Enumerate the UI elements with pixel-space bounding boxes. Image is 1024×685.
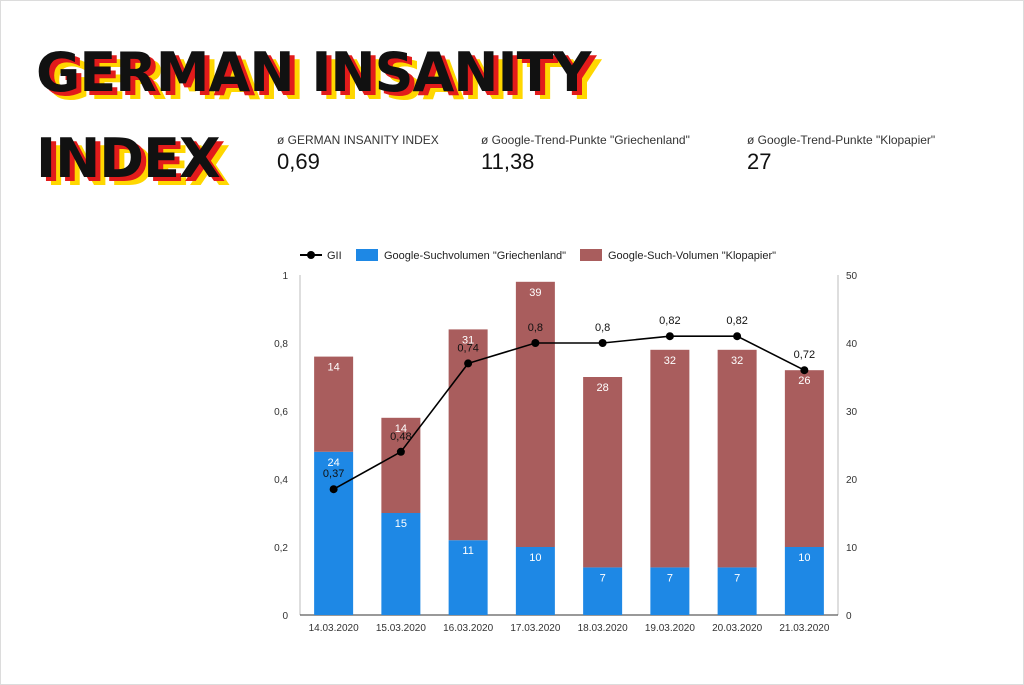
title-shadow-yellow: GERMAN INSANITY — [46, 49, 602, 112]
bar-data-label: 15 — [395, 518, 407, 530]
gii-point — [329, 485, 338, 494]
kpi-value: 0,69 — [277, 149, 320, 174]
x-tick-label: 20.03.2020 — [712, 623, 762, 634]
gii-point — [800, 366, 809, 375]
x-tick-label: 15.03.2020 — [376, 623, 426, 634]
y-right-tick-label: 0 — [846, 611, 852, 622]
x-tick-label: 17.03.2020 — [510, 623, 560, 634]
bar-data-label: 31 — [462, 334, 474, 346]
bar-data-label: 32 — [731, 355, 743, 367]
bar-data-label: 7 — [600, 572, 606, 584]
bar-griechenland — [381, 513, 421, 615]
gii-data-label: 0,37 — [323, 468, 344, 480]
bar-griechenland — [314, 451, 354, 615]
bar-data-label: 26 — [798, 375, 810, 387]
bar-klopapier — [515, 281, 555, 547]
y-right-tick-label: 50 — [846, 271, 858, 282]
title-line-2: INDEX INDEX INDEX — [36, 116, 736, 202]
title-shadow-yellow: INDEX — [46, 135, 231, 198]
legend-label-gii: GII — [327, 250, 342, 262]
x-tick-label: 21.03.2020 — [779, 623, 829, 634]
bar-griechenland — [784, 547, 824, 615]
y-right-tick-label: 20 — [846, 475, 858, 486]
gii-data-label: 0,8 — [528, 322, 543, 334]
gii-data-label: 0,74 — [457, 342, 478, 354]
bar-klopapier — [717, 349, 757, 568]
bar-data-label: 14 — [328, 362, 340, 374]
legend-swatch-griechenland — [356, 249, 378, 261]
kpi-gii: ø GERMAN INSANITY INDEX 0,69 — [277, 133, 439, 175]
bar-griechenland — [448, 540, 488, 615]
bar-klopapier — [784, 370, 824, 547]
bar-griechenland — [583, 567, 623, 615]
bar-data-label: 24 — [328, 457, 340, 469]
bar-data-label: 7 — [734, 572, 740, 584]
bar-data-label: 10 — [529, 552, 541, 564]
bar-data-label: 10 — [798, 552, 810, 564]
gii-point — [396, 447, 405, 456]
y-right-tick-label: 10 — [846, 543, 858, 554]
gii-data-label: 0,48 — [390, 431, 411, 443]
legend-swatch-klopapier — [580, 249, 602, 261]
y-left-tick-label: 0,4 — [274, 475, 288, 486]
report-title: GERMAN INSANITY GERMAN INSANITY GERMAN I… — [36, 30, 736, 202]
bar-data-label: 7 — [667, 572, 673, 584]
y-right-tick-label: 40 — [846, 339, 858, 350]
kpi-value: 11,38 — [481, 149, 535, 174]
bar-klopapier — [583, 377, 623, 568]
kpi-klopapier: ø Google-Trend-Punkte "Klopapier" 27 — [747, 133, 935, 175]
gii-line — [333, 335, 805, 490]
y-right-tick-label: 30 — [846, 407, 858, 418]
bar-data-label: 28 — [597, 382, 609, 394]
kpi-griechenland: ø Google-Trend-Punkte "Griechenland" 11,… — [481, 133, 690, 175]
y-left-tick-label: 1 — [282, 271, 288, 282]
y-left-tick-label: 0 — [282, 611, 288, 622]
gii-point — [598, 339, 607, 347]
title-line-1: GERMAN INSANITY GERMAN INSANITY GERMAN I… — [36, 30, 736, 116]
title-shadow-red: GERMAN INSANITY — [41, 45, 597, 108]
gii-point — [665, 332, 674, 341]
bar-data-label: 39 — [529, 287, 541, 299]
gii-data-label: 0,72 — [794, 349, 815, 361]
gii-data-label: 0,82 — [659, 315, 680, 327]
bar-data-label: 11 — [462, 545, 473, 557]
bar-data-label: 32 — [664, 355, 676, 367]
title-shadow-red: INDEX — [41, 131, 226, 194]
bar-klopapier — [650, 349, 690, 568]
bar-data-label: 14 — [395, 423, 407, 435]
legend-gii-marker-icon — [307, 251, 315, 259]
kpi-label: ø Google-Trend-Punkte "Klopapier" — [747, 133, 936, 147]
x-tick-label: 16.03.2020 — [443, 623, 493, 634]
title-text: INDEX — [36, 127, 221, 190]
legend-label-griechenland: Google-Suchvolumen "Griechenland" — [384, 250, 566, 262]
bar-klopapier — [314, 356, 354, 452]
title-text: GERMAN INSANITY — [36, 41, 592, 104]
bar-griechenland — [717, 567, 757, 615]
gii-data-label: 0,8 — [595, 322, 610, 334]
kpi-value: 27 — [747, 149, 772, 174]
legend-label-klopapier: Google-Such-Volumen "Klopapier" — [608, 250, 776, 262]
x-tick-label: 19.03.2020 — [645, 623, 695, 634]
y-left-tick-label: 0,8 — [274, 339, 288, 350]
kpi-label: ø Google-Trend-Punkte "Griechenland" — [481, 133, 690, 147]
y-left-tick-label: 0,2 — [274, 543, 288, 554]
gii-point — [531, 339, 540, 347]
y-left-tick-label: 0,6 — [274, 407, 288, 418]
bar-griechenland — [515, 547, 555, 615]
x-tick-label: 14.03.2020 — [309, 623, 359, 634]
gii-point — [733, 332, 742, 341]
kpi-label: ø GERMAN INSANITY INDEX — [277, 133, 439, 147]
gii-point — [464, 359, 473, 368]
x-tick-label: 18.03.2020 — [578, 623, 628, 634]
bar-griechenland — [650, 567, 690, 615]
gii-data-label: 0,82 — [726, 315, 747, 327]
